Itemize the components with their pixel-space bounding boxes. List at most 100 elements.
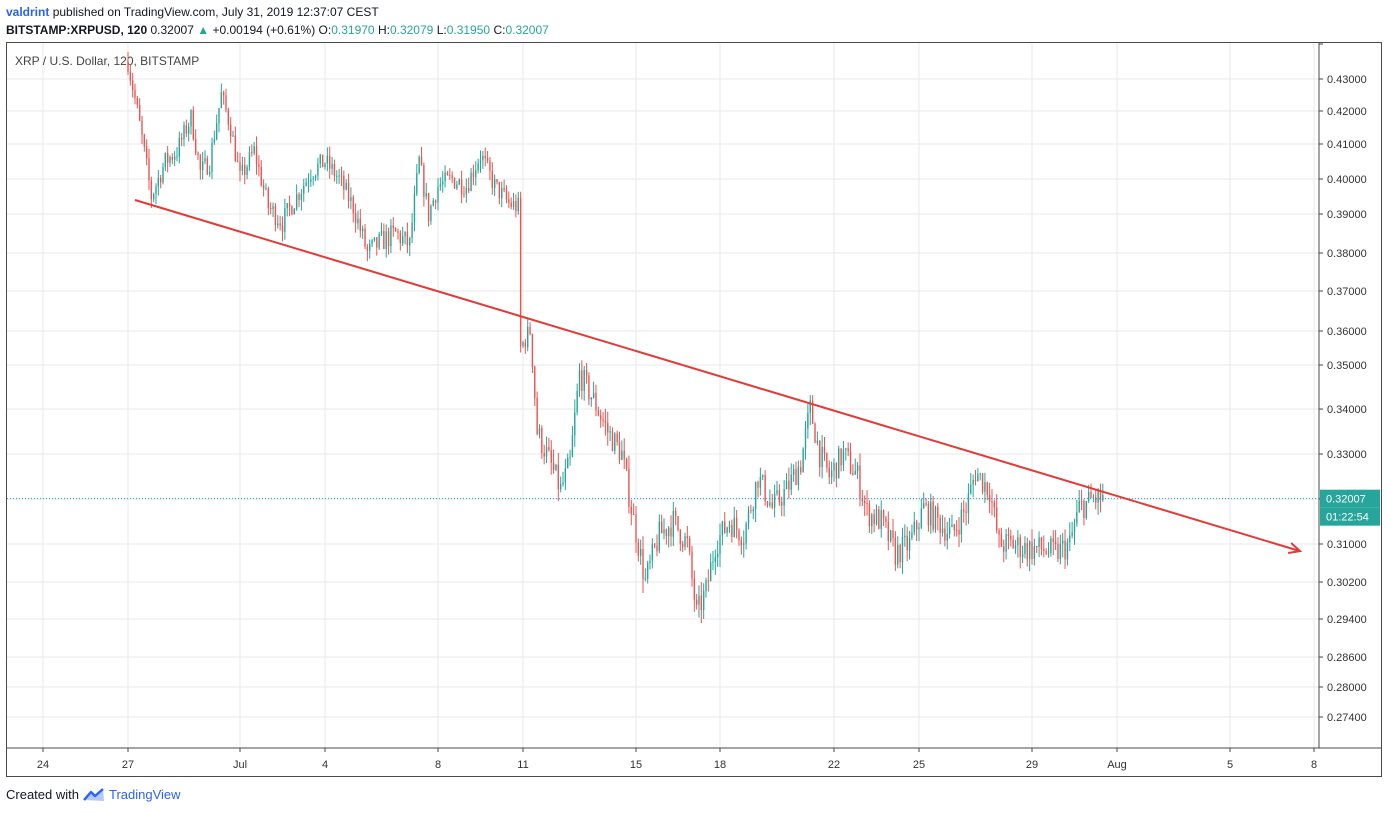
candle [227, 107, 230, 131]
candle [960, 502, 963, 543]
candle [152, 192, 155, 203]
candle [623, 438, 625, 470]
candle-body [609, 431, 611, 433]
candle [460, 170, 463, 204]
candle [814, 422, 816, 444]
candle [286, 202, 288, 217]
candle [1066, 538, 1069, 566]
candle [272, 202, 274, 218]
candle [1014, 540, 1017, 554]
candle [842, 440, 845, 471]
last-price-tag-label: 0.32007 [1326, 494, 1366, 506]
candle [955, 520, 958, 537]
candle-body [588, 375, 590, 400]
candle [993, 499, 996, 518]
candle-body [190, 110, 192, 127]
candle-body [691, 551, 693, 579]
candle-body [878, 509, 880, 529]
candle-body [229, 124, 232, 137]
candle [350, 187, 352, 210]
candle [442, 171, 444, 193]
candle [714, 549, 717, 575]
candle-body [272, 206, 274, 209]
candle [333, 159, 336, 182]
high-label: H: [377, 23, 390, 37]
candle [432, 198, 434, 207]
candle [948, 517, 951, 539]
candle [361, 225, 364, 239]
candle [880, 500, 882, 538]
candle-body [366, 246, 369, 251]
candle [258, 155, 260, 177]
candle [635, 506, 637, 553]
candle-body [423, 165, 425, 197]
candle-body [632, 514, 635, 516]
candle [312, 175, 314, 186]
candle-body [790, 474, 792, 490]
candle [541, 425, 543, 459]
candle [155, 183, 157, 205]
candle [557, 453, 560, 502]
candle-body [766, 501, 769, 506]
candle-body [740, 540, 743, 546]
candle [192, 106, 195, 141]
candle [519, 191, 522, 353]
candle [387, 227, 390, 255]
candle-body [369, 243, 371, 251]
candle-body [534, 366, 536, 398]
candle-body [804, 428, 807, 449]
price-chart[interactable]: 0.27400 0.28000 0.28600 0.29400 0.30200 0.310… [7, 43, 1381, 776]
time-tick-label: 24 [37, 759, 49, 771]
candle [512, 192, 515, 210]
candle-body [284, 208, 286, 232]
candle [871, 512, 873, 534]
candle-body [340, 175, 343, 177]
candle [665, 528, 668, 545]
candle-body [265, 188, 267, 190]
candle [369, 239, 371, 259]
chart-frame[interactable]: 0.27400 0.28000 0.28600 0.29400 0.30200 0.310… [6, 42, 1382, 777]
candle [1090, 483, 1092, 499]
candle-body [738, 529, 740, 541]
candle [1043, 535, 1045, 558]
candle [225, 88, 227, 113]
candle [852, 464, 854, 476]
candle [171, 153, 174, 165]
candle [771, 493, 773, 510]
candle [745, 521, 747, 550]
candle-body [1033, 546, 1036, 559]
candle [357, 210, 359, 230]
candle [762, 474, 764, 481]
candle-body [726, 527, 728, 533]
author-link[interactable]: valdrint [6, 5, 50, 19]
candle [1010, 529, 1012, 547]
candle-body [887, 521, 890, 541]
candle-body [571, 435, 574, 457]
candle [644, 568, 647, 582]
candle-body [267, 188, 270, 209]
candle [899, 543, 901, 569]
candle [1019, 534, 1021, 569]
candle-body [199, 155, 202, 171]
candle [529, 322, 531, 336]
candle-body [383, 230, 385, 249]
candle-body [463, 194, 465, 196]
candle-body [496, 179, 498, 183]
candle-body [743, 543, 745, 546]
candle-body [555, 464, 557, 470]
candle-body [317, 163, 319, 176]
candle-body [397, 231, 399, 233]
candle [470, 168, 472, 192]
candle [277, 215, 279, 229]
candle [790, 463, 792, 496]
candle [127, 51, 129, 76]
candle [260, 160, 262, 187]
candle [354, 203, 357, 233]
candle-body [920, 508, 923, 528]
candle [1080, 489, 1083, 511]
candle [1024, 536, 1026, 559]
candle-body [258, 164, 260, 167]
candle [1092, 493, 1095, 503]
candle [932, 495, 934, 533]
tradingview-brand-link[interactable]: TradingView [108, 787, 181, 802]
